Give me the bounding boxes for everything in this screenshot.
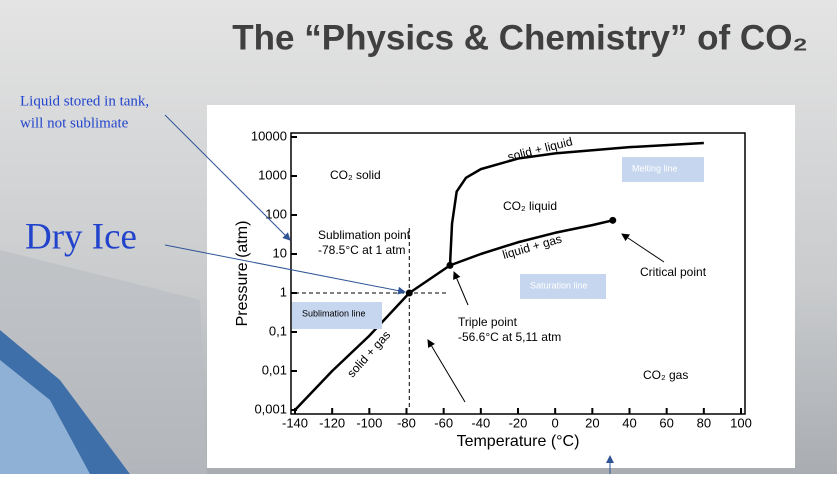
x-tick-label: -120: [319, 415, 345, 430]
x-tick-label: 100: [730, 415, 752, 430]
phase-line: [449, 219, 614, 267]
y-axis-label: Pressure (atm): [234, 221, 251, 327]
x-tick-label: -20: [509, 415, 528, 430]
annotation: Critical point: [640, 265, 707, 279]
y-tick-label: 10000: [251, 128, 287, 143]
y-tick-label: 100: [265, 206, 287, 221]
mountain-range: [0, 250, 207, 474]
x-tick-label: 20: [585, 415, 599, 430]
annotation-arrow: [453, 271, 469, 306]
x-tick-label: 40: [622, 415, 636, 430]
point-marker: [609, 216, 617, 224]
x-tick-label: -140: [282, 415, 308, 430]
phase-line: [448, 141, 704, 266]
label-box: [520, 274, 606, 299]
annotation: CO₂ solid: [330, 168, 381, 182]
phase-line: [294, 264, 451, 411]
point-marker: [405, 289, 413, 297]
annotation: -56.6°C at 5,11 atm: [458, 330, 561, 344]
annotation: Triple point: [458, 315, 518, 329]
label-box: [622, 157, 704, 182]
x-tick-label: 0: [552, 415, 559, 430]
box-label: Melting line: [632, 163, 678, 173]
x-tick-label: -100: [356, 415, 382, 430]
x-tick-label: 60: [659, 415, 673, 430]
point-marker: [446, 261, 454, 269]
y-tick-label: 1000: [258, 167, 287, 182]
label-box: [292, 302, 382, 329]
box-label: Sublimation line: [302, 308, 366, 318]
mountain-snow: [0, 360, 90, 474]
x-tick-label: -40: [471, 415, 490, 430]
x-tick-label: -80: [397, 415, 416, 430]
pointer-arrow: [427, 339, 466, 403]
x-axis-label: Temperature (°C): [457, 433, 580, 450]
callout: Liquid stored in tank,: [20, 93, 149, 109]
x-tick-label: -60: [434, 415, 453, 430]
annotation-arrow: [621, 233, 665, 263]
annotation: Sublimation point: [318, 228, 411, 242]
annotation: -78.5°C at 1 atm: [318, 243, 406, 257]
y-tick-label: 0,1: [269, 323, 287, 338]
y-tick-label: 0,001: [254, 401, 287, 416]
callout-arrow: [164, 114, 291, 241]
x-tick-label: 80: [697, 415, 711, 430]
callout-large: Dry Ice: [25, 216, 137, 257]
callout: will not sublimate: [20, 115, 129, 131]
annotation: CO₂ liquid: [503, 199, 557, 213]
y-tick-label: 1: [280, 284, 287, 299]
box-label: Saturation line: [530, 280, 588, 290]
y-tick-label: 10: [273, 245, 287, 260]
annotation: CO₂ gas: [643, 368, 688, 382]
y-tick-label: 0,01: [262, 362, 287, 377]
slide-title: The “Physics & Chemistry” of CO₂: [232, 18, 808, 57]
callout-arrow: [164, 244, 406, 295]
